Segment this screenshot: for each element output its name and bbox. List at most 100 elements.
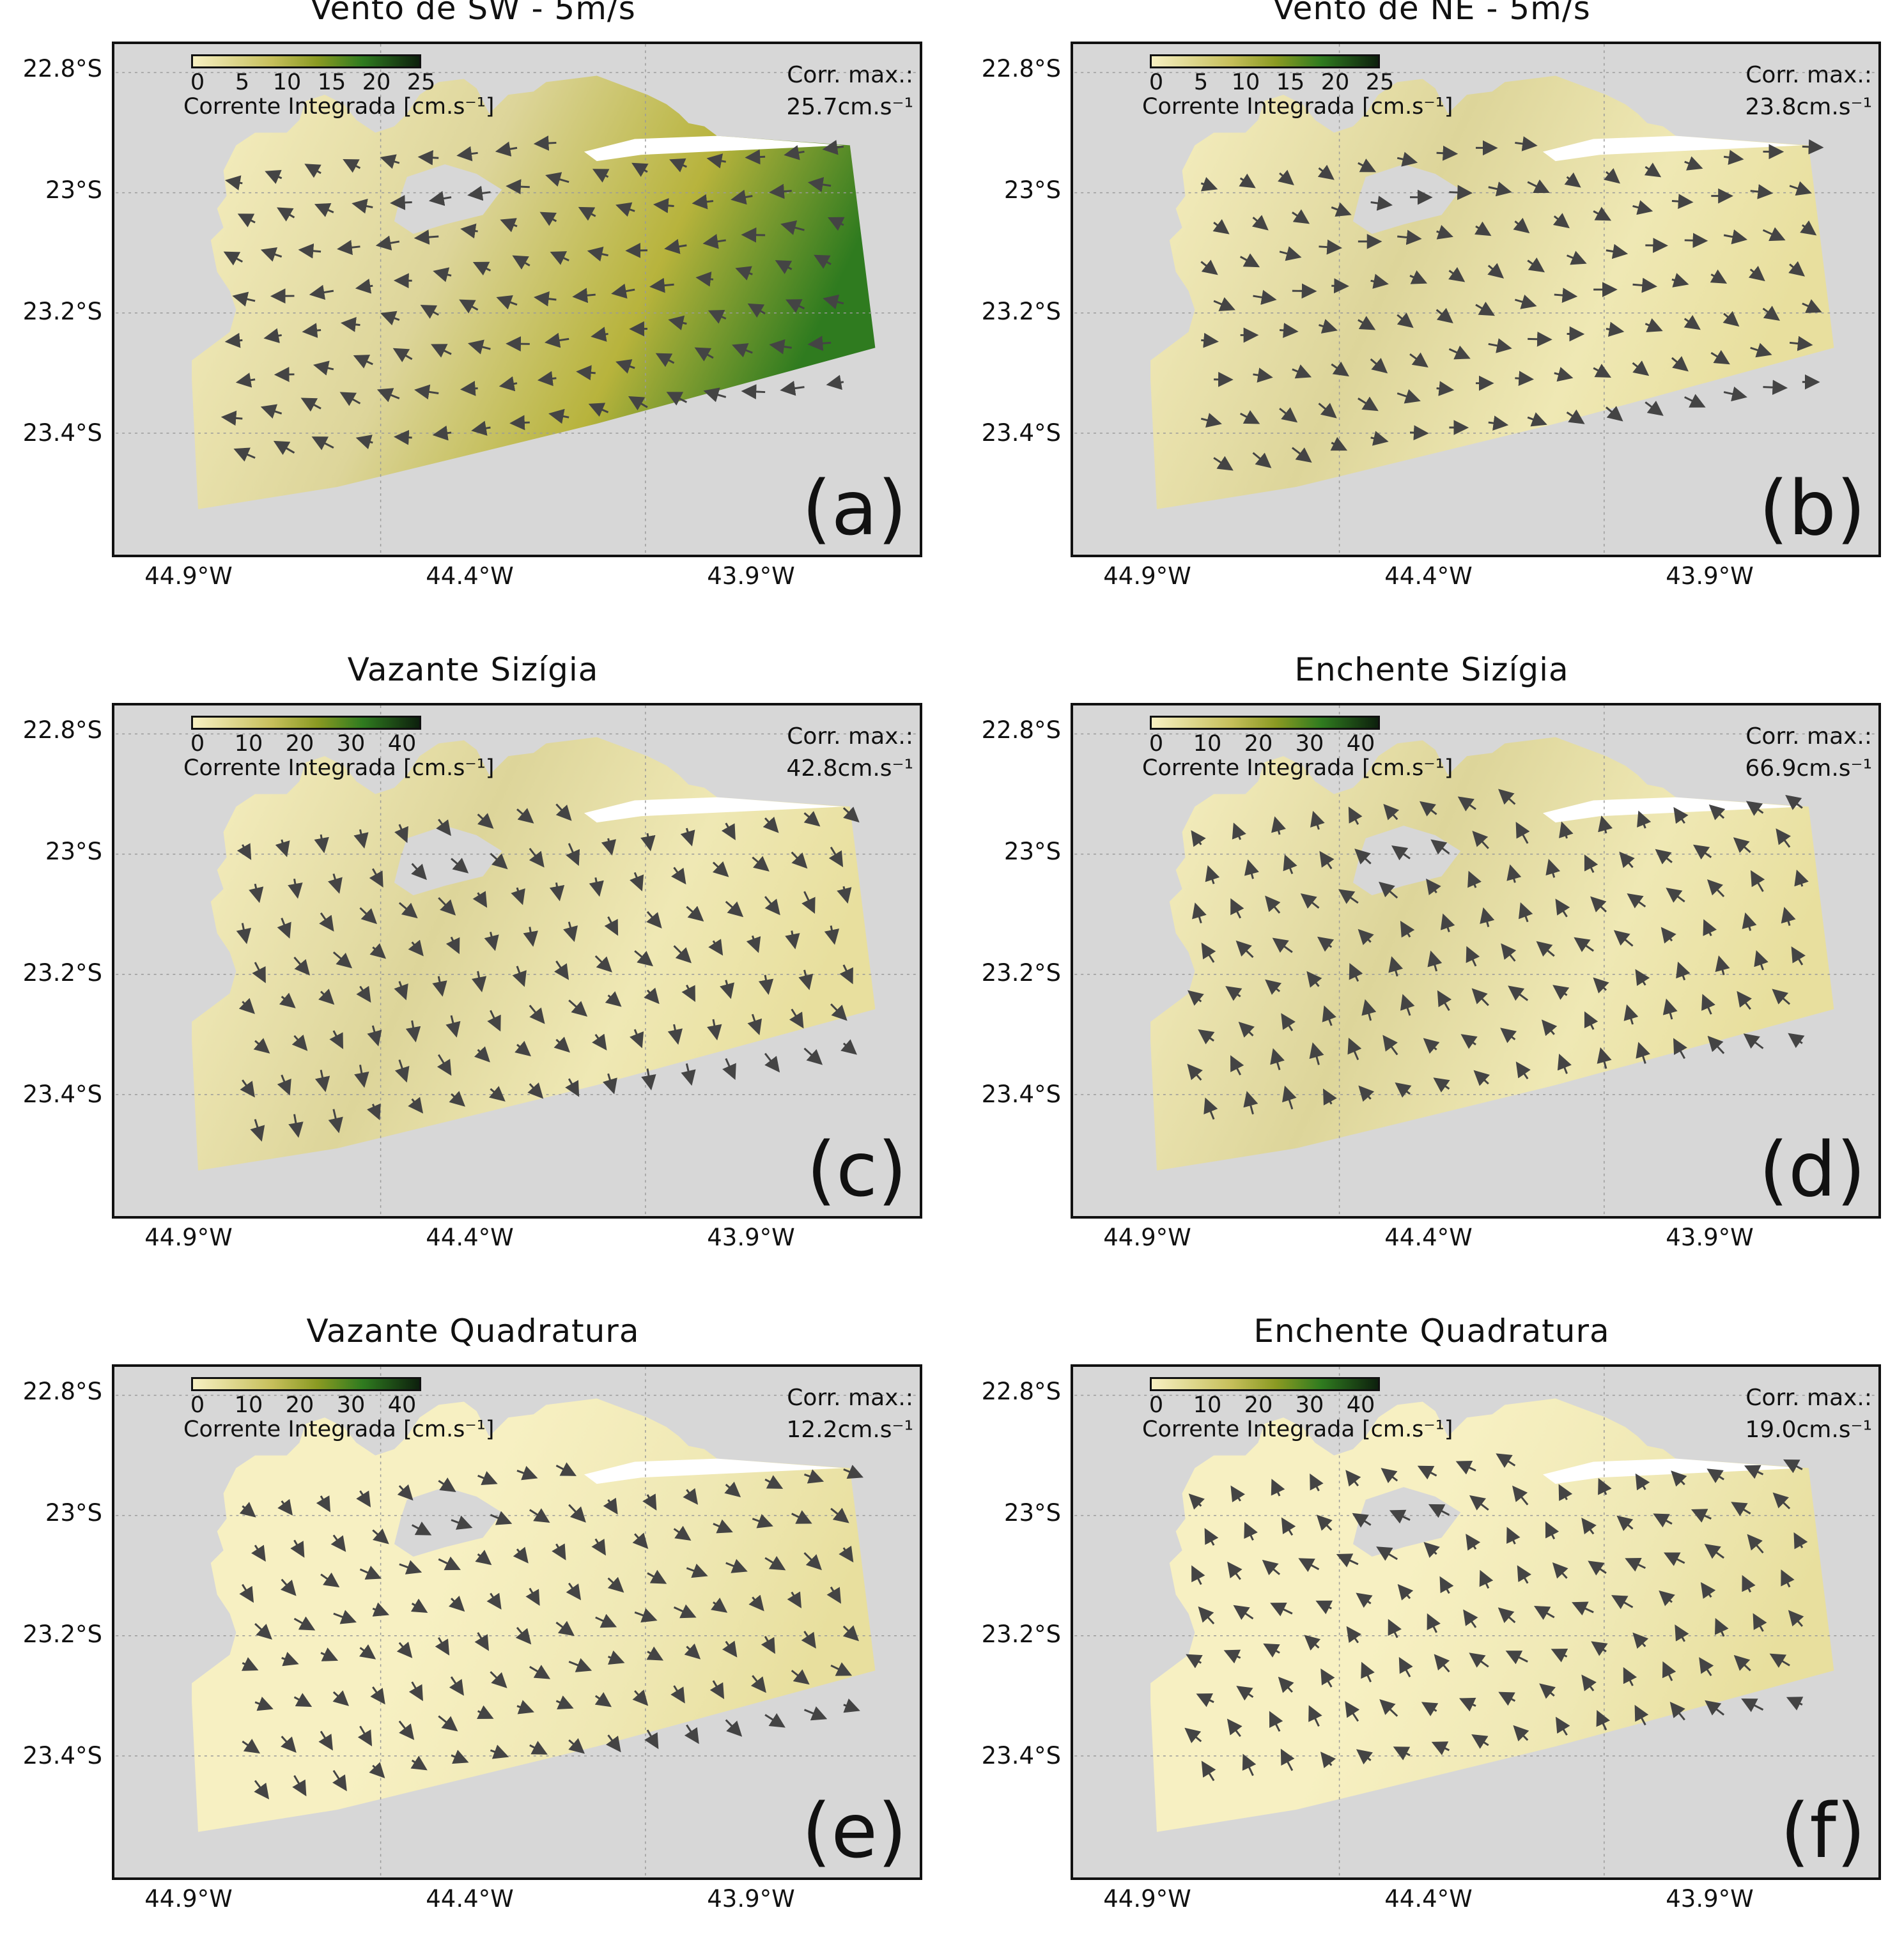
longitude-label: 44.9°W — [1077, 1224, 1218, 1251]
current-arrow — [1790, 1699, 1802, 1704]
current-arrow — [1280, 330, 1295, 332]
current-arrow — [1763, 387, 1784, 388]
latitude-label: 23.2°S — [959, 959, 1061, 987]
colorbar-gradient — [1150, 54, 1380, 68]
latitude-label: 23°S — [0, 176, 102, 204]
latitude-label: 23.4°S — [0, 1081, 102, 1108]
current-arrow — [398, 437, 412, 438]
colorbar-tick-label: 5 — [235, 70, 249, 95]
colorbar-tick-label: 20 — [1244, 1392, 1273, 1418]
current-arrow — [513, 422, 530, 423]
max-current-readout: Corr. max.:12.2cm.s⁻¹ — [786, 1382, 913, 1446]
panel-title: Vento de NE - 5m/s — [959, 0, 1904, 27]
longitude-label: 43.9°W — [681, 562, 821, 590]
colorbar-tick-label: 25 — [407, 70, 436, 95]
colorbar-tick-label: 15 — [318, 70, 346, 95]
colorbar-tick-label: 10 — [1193, 1392, 1222, 1418]
colorbar-tick-label: 0 — [190, 1392, 205, 1418]
colorbar-gradient — [191, 716, 421, 730]
current-arrow — [1746, 1036, 1763, 1049]
current-arrow — [1606, 407, 1620, 419]
colorbar-tick-label: 25 — [1366, 70, 1395, 95]
colorbar-tick-label: 20 — [1321, 70, 1350, 95]
max-current-label: Corr. max.: — [786, 1382, 913, 1414]
colorbar-gradient — [191, 54, 421, 68]
panel-letter: (e) — [801, 1793, 907, 1868]
longitude-label: 44.4°W — [1358, 1885, 1499, 1913]
latitude-label: 22.8°S — [0, 716, 102, 744]
colorbar-tick-label: 10 — [1232, 70, 1260, 95]
current-arrow — [1201, 340, 1215, 341]
current-arrow — [647, 1068, 651, 1086]
latitude-label: 23°S — [959, 838, 1061, 865]
panel-title: Enchente Sizígia — [959, 651, 1904, 688]
max-current-readout: Corr. max.:66.9cm.s⁻¹ — [1745, 721, 1872, 785]
longitude-label: 44.9°W — [118, 1224, 259, 1251]
colorbar-tick-label: 40 — [1347, 1392, 1375, 1418]
max-current-label: Corr. max.: — [786, 59, 913, 91]
max-current-label: Corr. max.: — [1745, 59, 1872, 91]
max-current-label: Corr. max.: — [1745, 721, 1872, 753]
max-current-label: Corr. max.: — [1745, 1382, 1872, 1414]
current-arrow — [844, 1705, 856, 1710]
colorbar-tick-label: 40 — [388, 1392, 417, 1418]
panel-title: Enchente Quadratura — [959, 1313, 1904, 1350]
panel-title: Vazante Quadratura — [0, 1313, 946, 1350]
latitude-label: 23.4°S — [959, 1081, 1061, 1108]
longitude-label: 44.9°W — [118, 1885, 259, 1913]
colorbar-label: Corrente Integrada [cm.s⁻¹] — [183, 755, 498, 781]
latitude-label: 23.4°S — [959, 419, 1061, 447]
current-arrow — [1449, 192, 1469, 193]
colorbar-tick-label: 30 — [1296, 731, 1324, 757]
colorbar-tick-label: 20 — [286, 731, 314, 757]
latitude-label: 23.4°S — [959, 1742, 1061, 1769]
max-current-readout: Corr. max.:23.8cm.s⁻¹ — [1745, 59, 1872, 123]
current-arrow — [844, 1044, 855, 1052]
latitude-label: 22.8°S — [959, 55, 1061, 82]
current-arrow — [784, 387, 804, 390]
panel-letter: (f) — [1780, 1793, 1866, 1868]
panel-letter: (b) — [1759, 470, 1866, 546]
colorbar-tick-label: 10 — [273, 70, 302, 95]
latitude-label: 22.8°S — [0, 55, 102, 82]
colorbar-tick-label: 20 — [286, 1392, 314, 1418]
current-arrow — [804, 1710, 823, 1718]
longitude-label: 43.9°W — [681, 1885, 821, 1913]
longitude-label: 44.4°W — [399, 1224, 540, 1251]
current-arrow — [225, 417, 243, 419]
longitude-label: 44.4°W — [1358, 562, 1499, 590]
colorbar-tick-label: 30 — [1296, 1392, 1324, 1418]
colorbar-tick-label: 5 — [1194, 70, 1208, 95]
colorbar-label: Corrente Integrada [cm.s⁻¹] — [183, 1417, 498, 1442]
latitude-label: 22.8°S — [959, 1378, 1061, 1405]
current-arrow — [726, 1058, 734, 1076]
latitude-label: 23.2°S — [959, 298, 1061, 325]
latitude-label: 23.2°S — [0, 298, 102, 325]
longitude-label: 44.9°W — [118, 562, 259, 590]
current-arrow — [509, 186, 530, 187]
current-arrow — [1791, 1035, 1802, 1044]
colorbar-tick-label: 0 — [1149, 731, 1163, 757]
latitude-label: 23°S — [0, 838, 102, 865]
colorbar-tick-label: 0 — [1149, 70, 1163, 95]
current-arrow — [1708, 1702, 1724, 1714]
max-current-value: 12.2cm.s⁻¹ — [786, 1414, 913, 1446]
